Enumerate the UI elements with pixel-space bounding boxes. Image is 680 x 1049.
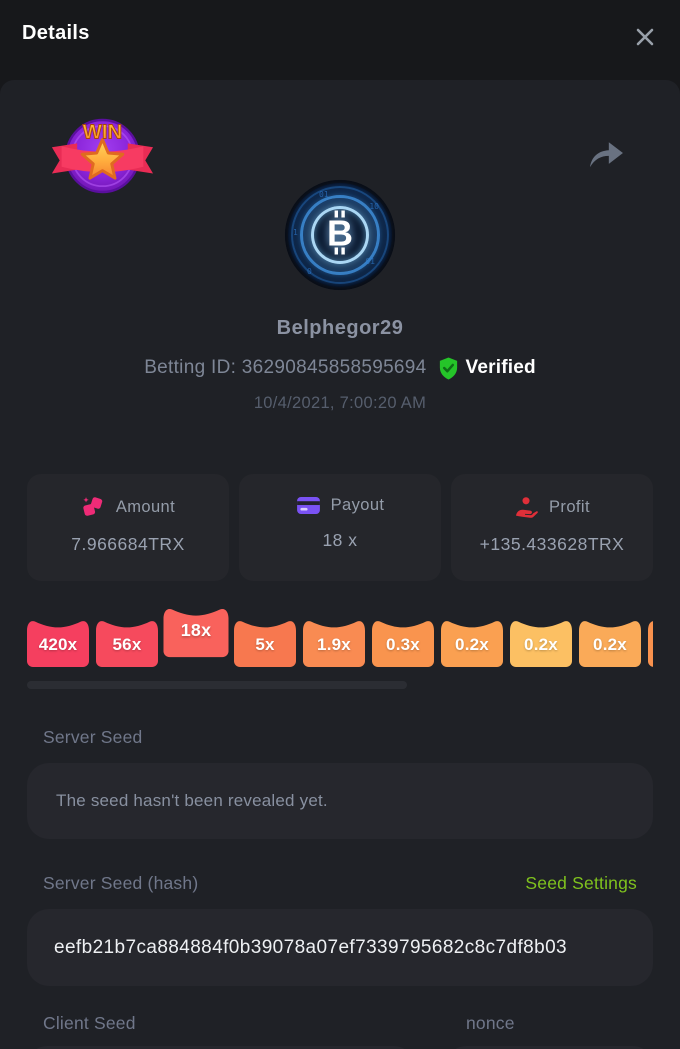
chip-shape-icon [234,621,296,667]
hand-coin-icon [515,497,538,518]
chips-scrollbar-thumb[interactable] [27,681,407,689]
nonce-field[interactable] [446,1046,653,1049]
betting-id-row: Betting ID: 36290845858595694 Verified [27,355,653,381]
amount-value: 7.966684TRX [71,534,185,554]
multiplier-chip-label: 0.2x [455,635,489,654]
multiplier-chip-label: 420x [38,635,78,654]
chip-shape-icon [372,621,434,667]
multiplier-chip[interactable]: 18x [163,607,229,658]
multiplier-chip-label: 0.2x [593,635,627,654]
win-badge-text: WIN [83,121,123,143]
multiplier-chip-label: 1.9x [317,635,351,654]
close-icon [636,28,654,46]
modal-title: Details [22,22,90,44]
chip-shape-icon [441,621,503,667]
multiplier-chip[interactable]: 5x [234,618,296,667]
details-panel: WIN 01 10 0 01 1 [0,80,680,1049]
multiplier-chip[interactable]: 0.2x [510,618,572,667]
verified-shield-icon [439,356,457,380]
chip-shape-icon [510,621,572,667]
client-seed-label: Client Seed [43,1013,136,1033]
multiplier-chip[interactable]: 0.2x [441,618,503,667]
bottom-inputs-row [27,1046,653,1049]
logo-mid-ring [300,195,380,275]
server-seed-hash-row: Server Seed (hash) Seed Settings [27,873,653,895]
betting-id-value: 36290845858595694 [241,357,427,378]
modal-header: Details [0,0,680,80]
logo-inner-ring [311,206,369,264]
stats-row: Amount 7.966684TRX Payout 18 x [27,474,653,581]
payout-label: Payout [330,496,385,514]
server-seed-value: The seed hasn't been revealed yet. [56,791,328,810]
payout-card: Payout 18 x [239,474,441,581]
server-seed-hash-value: eefb21b7ca884884f0b39078a07ef7339795682c… [54,936,568,958]
multiplier-chip[interactable]: 1.9x [303,618,365,667]
multiplier-chip[interactable]: 0.3x [372,618,434,667]
close-button[interactable] [632,24,658,53]
chip-shape-icon [27,621,89,667]
multiplier-chip-label: 56x [112,635,142,654]
win-badge: WIN [48,111,155,206]
multiplier-chip-label: 0.2x [524,635,558,654]
bettor-username: Belphegor29 [276,317,404,339]
multiplier-chip[interactable]: 56x [96,618,158,667]
multiplier-chip[interactable]: 420x [27,618,89,667]
chip-shape-icon [579,621,641,667]
share-icon [590,142,623,168]
gems-icon [83,497,103,516]
server-seed-label: Server Seed [43,727,143,747]
multiplier-chip-label: 18x [180,620,212,641]
multiplier-chip[interactable]: 0.2x [579,618,641,667]
nonce-label: nonce [466,1013,515,1033]
amount-label: Amount [115,498,176,516]
bottom-labels-row: Client Seed nonce [27,1013,653,1035]
profit-value: +135.433628TRX [479,534,625,554]
verified-label: Verified [465,357,536,378]
profit-label: Profit [549,498,590,516]
card-icon [296,496,320,515]
share-button[interactable] [587,138,625,173]
bitcoin-icon: B [320,210,360,261]
server-seed-hash-field[interactable]: eefb21b7ca884884f0b39078a07ef7339795682c… [27,909,653,986]
profit-card: Profit +135.433628TRX [451,474,653,581]
hero-section: WIN 01 10 0 01 1 [27,80,653,290]
betting-id: Betting ID: 36290845858595694 [144,357,426,379]
verified-badge: Verified [437,356,536,381]
server-seed-hash-label: Server Seed (hash) [43,873,199,893]
server-seed-field[interactable]: The seed hasn't been revealed yet. [27,763,653,839]
svg-text:B: B [327,213,353,254]
multiplier-chip-label: 5x [255,635,275,654]
multiplier-chip-label: 0.3x [386,635,420,654]
chip-shape-icon [96,621,158,667]
payout-value: 18 x [322,530,358,550]
bitcoin-game-logo: 01 10 0 01 1 B [285,180,395,290]
multiplier-row: 420x 56x 18x 5x 1.9x 0.3x 0.2x [27,607,653,667]
bet-datetime: 10/4/2021, 7:00:20 AM [253,394,427,412]
logo-outer-ring [291,186,389,284]
chip-shape-icon [303,621,365,667]
amount-card: Amount 7.966684TRX [27,474,229,581]
chip-shape-icon [163,609,229,658]
multiplier-chip[interactable] [648,618,653,667]
seed-settings-link[interactable]: Seed Settings [525,873,637,893]
betting-id-label: Betting ID: [144,357,237,378]
win-badge-icon: WIN [51,118,154,194]
client-seed-field[interactable] [27,1046,414,1049]
chip-shape-icon [648,621,653,667]
